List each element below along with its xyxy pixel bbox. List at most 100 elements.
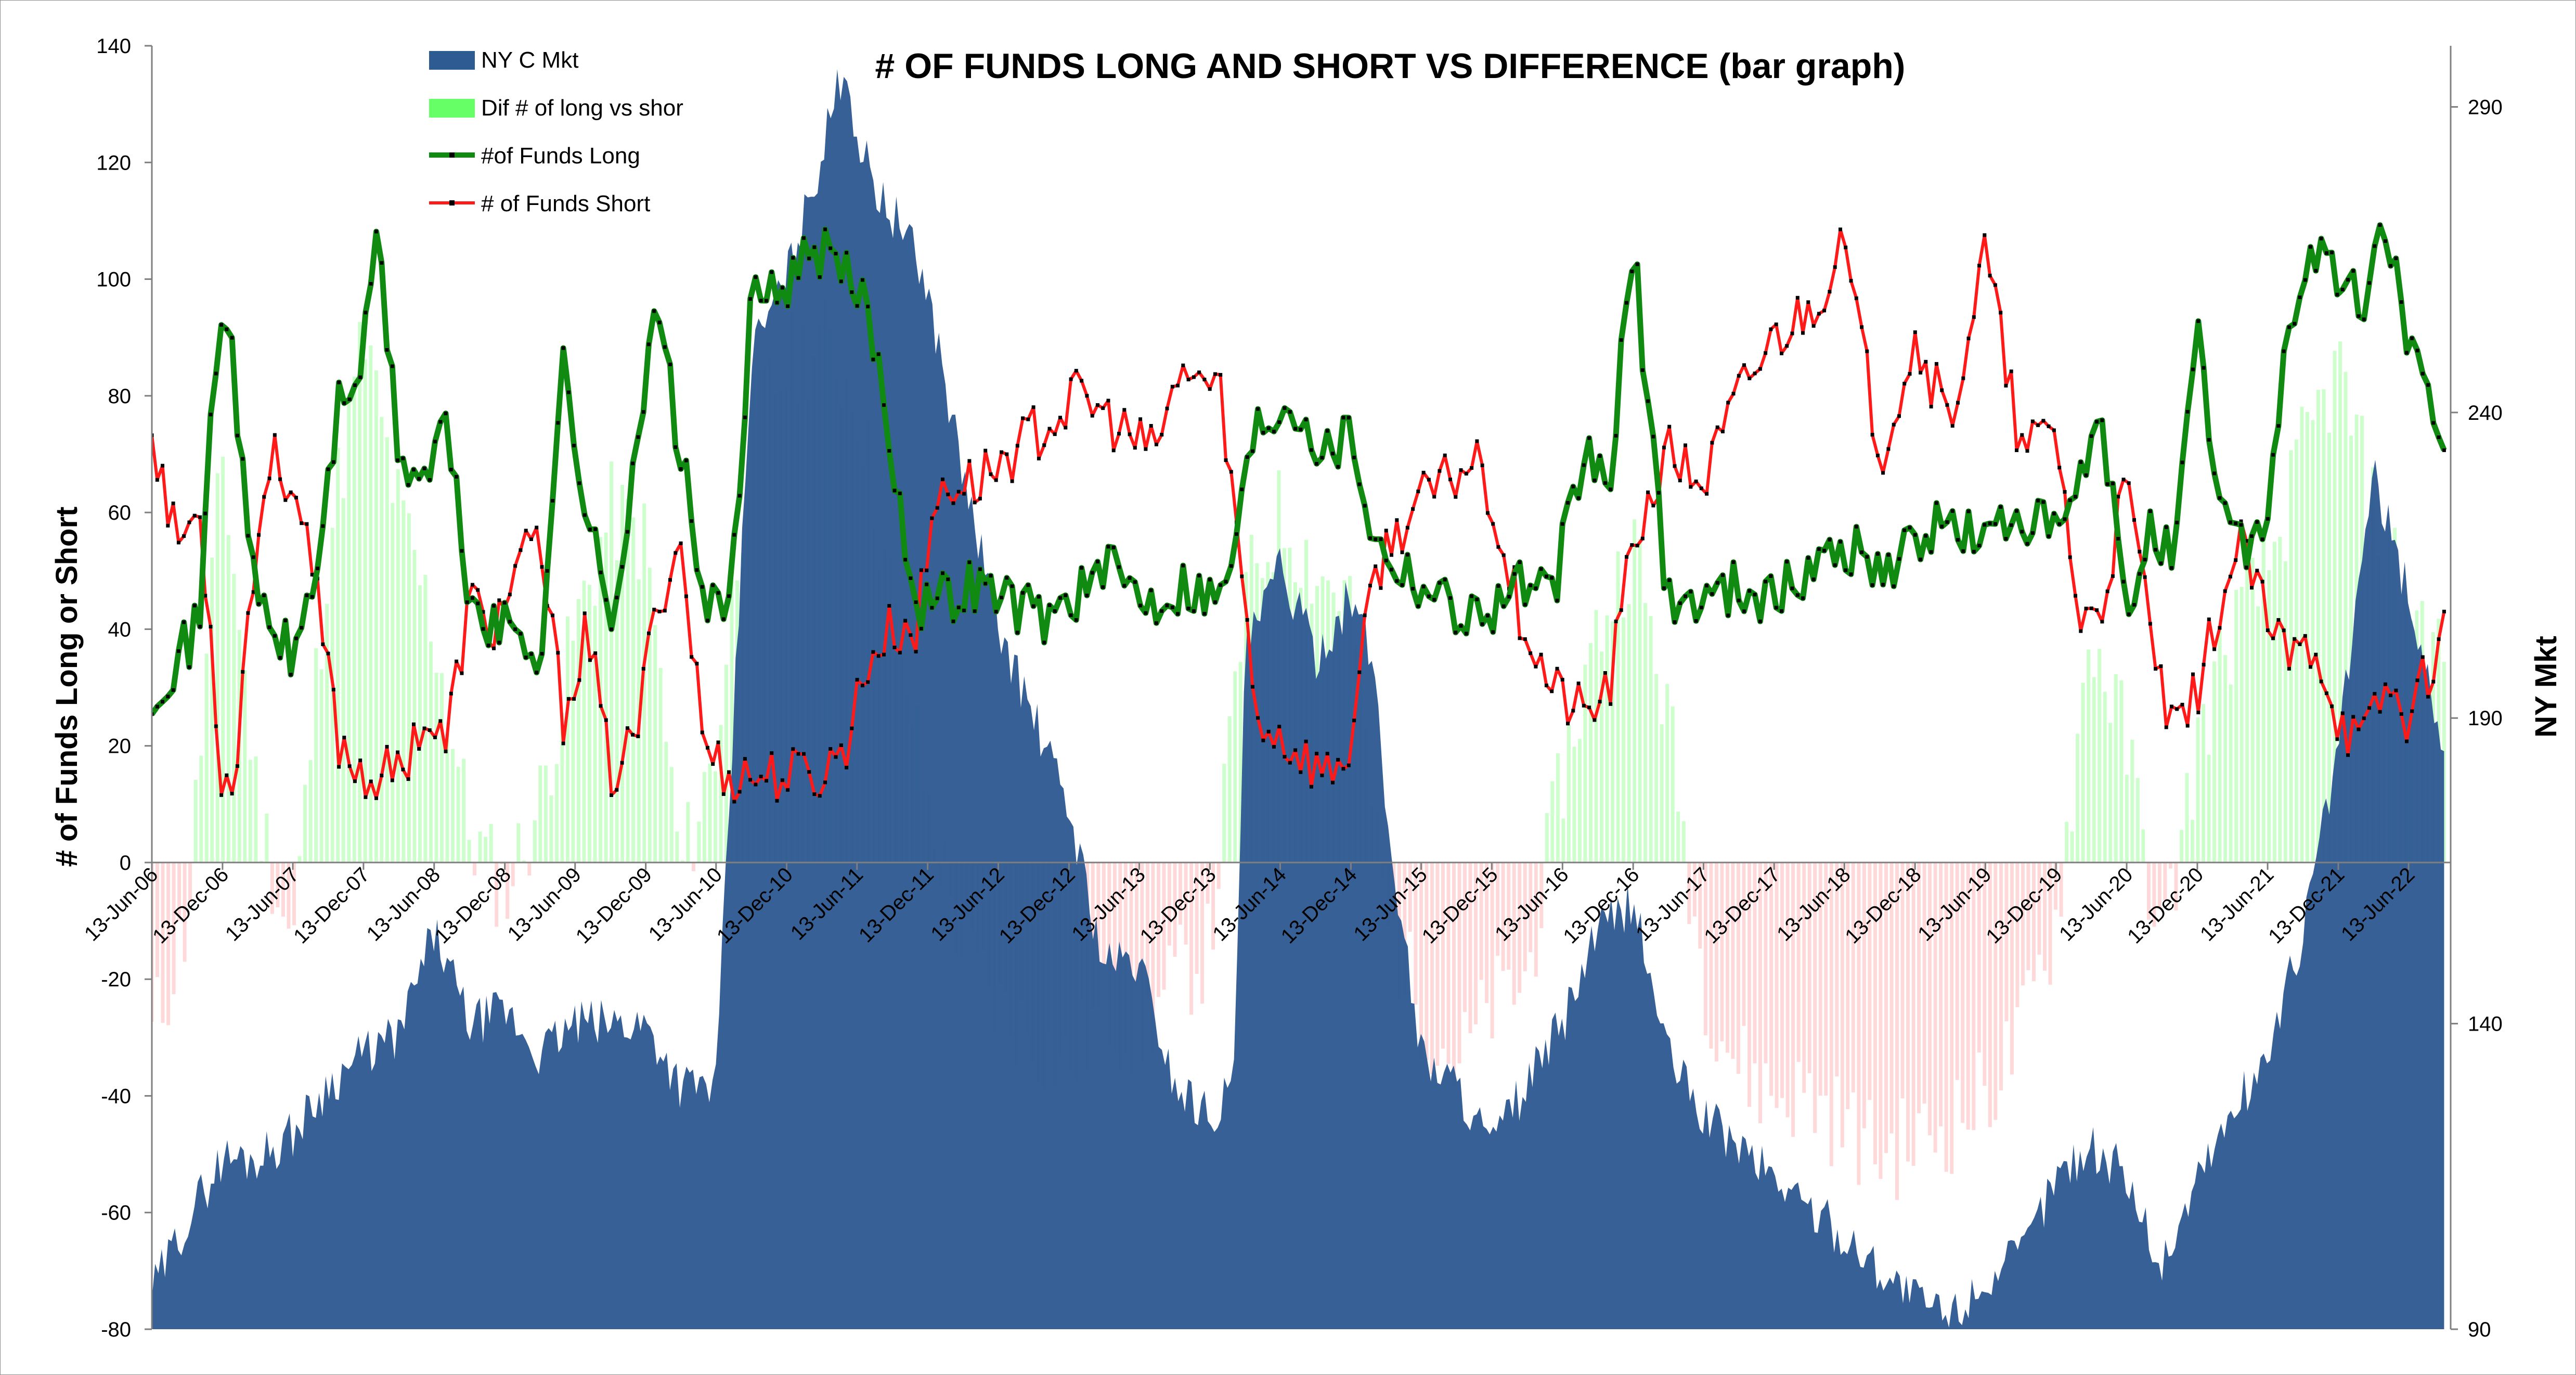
difference-bar xyxy=(588,585,591,863)
funds-long-marker xyxy=(1352,455,1356,459)
funds-short-marker xyxy=(2169,704,2173,709)
funds-long-marker xyxy=(2218,496,2222,500)
funds-short-marker xyxy=(251,590,255,594)
funds-long-marker xyxy=(935,596,939,600)
funds-short-marker xyxy=(1304,739,1308,743)
difference-bar xyxy=(369,345,373,863)
funds-long-marker xyxy=(657,320,662,325)
difference-bar xyxy=(1162,862,1166,990)
funds-short-marker xyxy=(417,747,421,751)
funds-long-marker xyxy=(1272,429,1276,433)
funds-long-marker xyxy=(1357,482,1362,486)
funds-long-marker xyxy=(1764,580,1768,584)
funds-long-marker xyxy=(2074,495,2077,499)
funds-long-marker xyxy=(1742,609,1746,613)
difference-bar xyxy=(1556,753,1560,863)
difference-bar xyxy=(1561,818,1565,863)
difference-bar xyxy=(1665,684,1669,863)
funds-short-marker xyxy=(1015,444,1019,448)
funds-short-marker xyxy=(1240,574,1244,579)
funds-short-marker xyxy=(2319,679,2323,684)
funds-short-marker xyxy=(2244,539,2248,543)
funds-long-marker xyxy=(396,458,400,462)
funds-long-marker xyxy=(1822,548,1827,552)
difference-bar xyxy=(1611,621,1614,863)
funds-long-marker xyxy=(1886,553,1891,557)
difference-bar xyxy=(2108,723,2113,863)
difference-bar xyxy=(1414,862,1418,1005)
funds-long-marker xyxy=(860,278,864,282)
funds-long-marker xyxy=(230,336,234,340)
difference-bar xyxy=(1703,862,1707,1036)
funds-short-marker xyxy=(2271,636,2275,640)
funds-short-marker xyxy=(2138,549,2142,554)
funds-long-marker xyxy=(1165,603,1169,608)
funds-short-marker xyxy=(1785,344,1789,348)
funds-long-marker xyxy=(2180,460,2184,465)
funds-long-marker xyxy=(588,528,592,532)
funds-short-marker xyxy=(1999,311,2003,315)
difference-bar xyxy=(1737,862,1740,1074)
funds-long-marker xyxy=(438,420,443,424)
difference-bar xyxy=(2267,570,2271,863)
funds-short-marker xyxy=(1080,379,1084,383)
funds-long-marker xyxy=(497,640,501,645)
funds-long-marker xyxy=(610,627,613,631)
funds-long-marker xyxy=(663,345,667,349)
difference-bar xyxy=(669,767,674,863)
difference-bar xyxy=(1496,862,1500,956)
funds-short-marker xyxy=(1208,387,1212,391)
difference-bar xyxy=(1692,862,1697,917)
funds-long-marker xyxy=(1999,505,2003,509)
funds-long-marker xyxy=(652,309,656,313)
difference-bar xyxy=(358,322,362,863)
funds-long-marker xyxy=(855,304,859,308)
funds-long-marker xyxy=(2266,517,2270,521)
difference-bar xyxy=(1676,812,1680,863)
difference-bar xyxy=(2130,739,2134,863)
funds-long-marker xyxy=(1432,598,1436,602)
funds-short-marker xyxy=(1288,761,1292,765)
difference-bar xyxy=(2048,862,2052,985)
funds-short-marker xyxy=(812,792,817,796)
difference-bar xyxy=(1474,862,1478,1025)
difference-bar xyxy=(1983,862,1987,1086)
funds-short-marker xyxy=(668,578,672,582)
funds-long-marker xyxy=(1860,550,1864,554)
funds-long-marker xyxy=(2207,438,2211,442)
funds-short-marker xyxy=(1106,399,1110,403)
funds-long-marker xyxy=(1021,591,1025,595)
funds-long-marker xyxy=(1047,603,1052,607)
difference-bar xyxy=(2278,536,2282,863)
funds-short-marker xyxy=(1689,485,1693,489)
funds-short-marker xyxy=(1176,383,1180,388)
difference-bar xyxy=(1846,862,1850,1110)
funds-long-marker xyxy=(1459,624,1463,628)
funds-short-marker xyxy=(1341,767,1345,771)
funds-long-marker xyxy=(305,594,309,597)
funds-long-marker xyxy=(2346,278,2350,282)
difference-bar xyxy=(1654,674,1659,863)
funds-short-marker xyxy=(1395,518,1399,522)
funds-long-marker xyxy=(1448,596,1452,600)
difference-bar xyxy=(2076,734,2080,863)
funds-long-marker xyxy=(294,636,298,640)
funds-long-marker xyxy=(1293,427,1298,431)
funds-long-marker xyxy=(2340,288,2345,291)
funds-long-marker xyxy=(1031,604,1035,608)
difference-bar xyxy=(385,437,389,863)
funds-short-marker xyxy=(1764,351,1768,355)
funds-long-marker xyxy=(535,671,539,675)
funds-short-marker xyxy=(2175,707,2179,711)
funds-long-marker xyxy=(2287,325,2291,329)
funds-long-marker xyxy=(1849,572,1853,576)
funds-short-marker xyxy=(2362,716,2366,721)
right-tick-label: 290 xyxy=(2468,96,2503,119)
difference-bar xyxy=(2119,680,2124,863)
funds-long-marker xyxy=(1192,609,1196,613)
funds-short-marker xyxy=(1609,702,1613,706)
funds-short-marker xyxy=(786,788,790,792)
funds-long-marker xyxy=(1913,533,1917,537)
funds-long-marker xyxy=(1309,448,1313,452)
difference-bar xyxy=(1747,862,1751,1107)
